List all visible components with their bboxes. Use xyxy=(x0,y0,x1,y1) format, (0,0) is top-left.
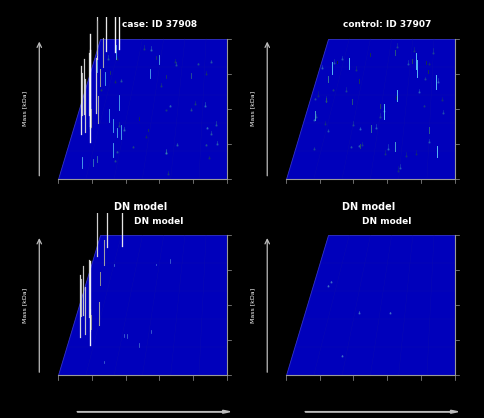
Text: DN model: DN model xyxy=(114,202,167,212)
Polygon shape xyxy=(285,39,454,178)
Text: Mass [kDa]: Mass [kDa] xyxy=(249,91,255,126)
Text: Mass [kDa]: Mass [kDa] xyxy=(22,91,27,126)
Polygon shape xyxy=(58,39,227,178)
Text: control: ID 37907: control: ID 37907 xyxy=(342,20,430,29)
Text: Mass [kDa]: Mass [kDa] xyxy=(22,288,27,323)
Text: Mass [kDa]: Mass [kDa] xyxy=(249,288,255,323)
Text: DN model: DN model xyxy=(134,217,183,226)
Polygon shape xyxy=(285,235,454,375)
Polygon shape xyxy=(58,235,227,375)
Text: DN model: DN model xyxy=(341,202,394,212)
Text: DN model: DN model xyxy=(362,217,411,226)
Text: case: ID 37908: case: ID 37908 xyxy=(121,20,196,29)
